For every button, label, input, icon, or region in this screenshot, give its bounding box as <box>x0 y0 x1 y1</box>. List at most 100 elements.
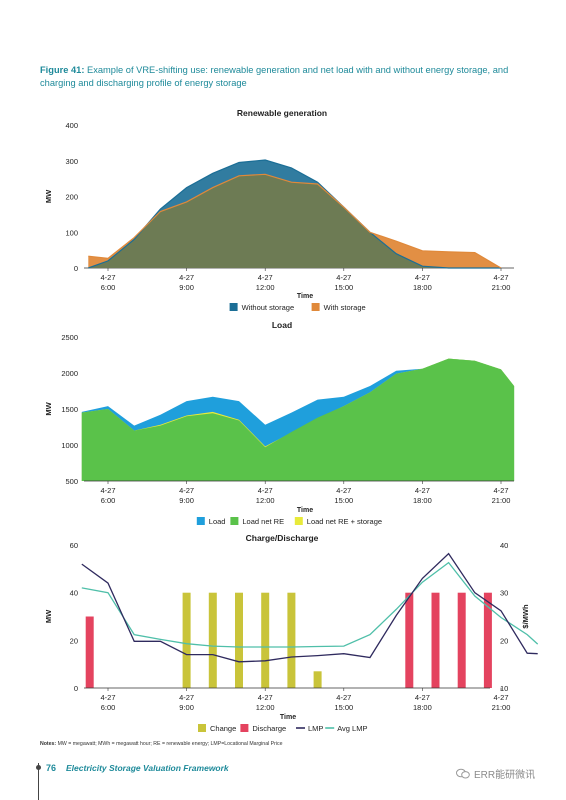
chart3-bar-change <box>235 592 243 688</box>
chart3-x-tick-label-time: 21:00 <box>492 703 511 712</box>
chart3-legend-swatch <box>240 724 249 732</box>
chart1-y-tick-label: 200 <box>65 193 78 202</box>
chart1-line-without-storage <box>88 159 501 269</box>
chart3-y2-tick-label: 30 <box>500 589 508 598</box>
chart3-bar-discharge <box>431 592 440 688</box>
chart1-x-tick-label-date: 4-27 <box>258 273 273 282</box>
footer-title: Electricity Storage Valuation Framework <box>66 763 229 773</box>
chart2-x-tick-label-time: 15:00 <box>334 496 353 505</box>
chart2-y-tick-label: 1500 <box>61 405 78 414</box>
chart1-x-tick-label-time: 18:00 <box>413 283 432 292</box>
chart3-bar-discharge <box>457 592 466 688</box>
chart2-y-tick-label: 1000 <box>61 441 78 450</box>
chart3-x-tick-label-time: 12:00 <box>256 703 275 712</box>
chart1-x-axis-label: Time <box>297 293 313 300</box>
chart3-legend-label: Change <box>210 724 236 733</box>
renewable-generation-chart: Renewable generation0100200300400MW4-276… <box>44 108 514 312</box>
chart2-x-tick-label-time: 6:00 <box>101 496 116 505</box>
chart1-y-tick-label: 400 <box>65 121 78 130</box>
chart2-y-axis-label: MW <box>44 401 53 415</box>
chart3-y-tick-label: 0 <box>74 684 78 693</box>
chart1-x-tick-label-time: 15:00 <box>334 283 353 292</box>
chart3-bar-change <box>287 592 296 688</box>
figure-caption-text: Example of VRE-shifting use: renewable g… <box>40 65 509 88</box>
chart3-y2-tick-label: 10 <box>500 684 508 693</box>
chart3-x-tick-label-time: 15:00 <box>334 703 353 712</box>
chart1-title: Renewable generation <box>237 108 327 118</box>
chart2-x-tick-label-time: 18:00 <box>413 496 432 505</box>
chart1-x-tick-label-time: 12:00 <box>256 283 275 292</box>
notes-label: Notes: <box>40 741 57 747</box>
chart1-x-tick-label-time: 9:00 <box>179 283 194 292</box>
chart1-x-tick-label-date: 4-27 <box>415 273 430 282</box>
chart1-legend-swatch <box>229 303 238 311</box>
chart1-x-tick-label-date: 4-27 <box>100 273 115 282</box>
watermark: ERR能研微讯 <box>456 766 535 781</box>
chart3-legend-label: Avg LMP <box>337 724 367 733</box>
chart2-legend-label: Load net RE <box>242 517 284 526</box>
chart3-x-tick-label-time: 6:00 <box>101 703 116 712</box>
chart3-bar-change <box>261 592 270 688</box>
chart1-x-tick-label-date: 4-27 <box>493 273 508 282</box>
footer-rule <box>38 763 39 800</box>
chart3-x-tick-label-date: 4-27 <box>336 693 351 702</box>
figure-label: Figure 41: <box>40 65 85 75</box>
chart3-y-tick-label: 40 <box>70 589 78 598</box>
chart3-line-lmp <box>81 552 538 663</box>
chart2-y-tick-label: 2500 <box>61 333 78 342</box>
chart3-line-avg-lmp <box>81 561 539 648</box>
chart3-y2-tick-label: 40 <box>500 541 508 550</box>
chart3-legend-swatch <box>198 724 206 732</box>
chart2-legend-swatch <box>230 517 239 525</box>
chart3-x-tick-label-date: 4-27 <box>493 693 508 702</box>
chart3-legend-label: LMP <box>308 724 323 733</box>
chart2-x-tick-label-date: 4-27 <box>415 486 430 495</box>
chart3-y2-tick-label: 20 <box>500 636 508 645</box>
chart2-x-tick-label-time: 12:00 <box>256 496 275 505</box>
chart1-y-tick-label: 0 <box>74 264 78 273</box>
chart3-y-tick-label: 60 <box>70 541 78 550</box>
chart2-legend-label: Load <box>209 517 226 526</box>
chart3-x-tick-label-date: 4-27 <box>415 693 430 702</box>
chart3-bar-change <box>313 671 322 688</box>
chart1-line-with-storage <box>88 173 502 269</box>
chart1-y-axis-label: MW <box>44 189 53 203</box>
chart3-legend-label: Discharge <box>252 724 286 733</box>
chart3-bar-discharge <box>483 592 492 688</box>
chart1-x-tick-label-date: 4-27 <box>336 273 351 282</box>
chart1-area-overlap <box>88 174 502 268</box>
chart3-y-tick-label: 20 <box>70 636 78 645</box>
chart2-x-axis-label: Time <box>297 507 313 514</box>
chart1-y-tick-label: 100 <box>65 228 78 237</box>
chart2-area-load-net-re <box>81 358 515 481</box>
chart3-x-axis-label: Time <box>280 714 296 721</box>
chart3-bar-discharge <box>85 616 94 688</box>
chart3-x-tick-label-date: 4-27 <box>100 693 115 702</box>
chart1-y-tick-label: 300 <box>65 157 78 166</box>
chart2-x-tick-label-date: 4-27 <box>336 486 351 495</box>
notes-text: MW = megawatt; MWh = megawatt hour; RE =… <box>57 741 283 747</box>
chart3-x-tick-label-time: 9:00 <box>179 703 194 712</box>
chart3-x-tick-label-date: 4-27 <box>179 693 194 702</box>
chart2-x-tick-label-time: 21:00 <box>492 496 511 505</box>
chart2-x-tick-label-date: 4-27 <box>100 486 115 495</box>
chart1-x-tick-label-date: 4-27 <box>179 273 194 282</box>
chart3-title: Charge/Discharge <box>246 533 319 543</box>
chart2-title: Load <box>272 320 292 330</box>
watermark-text: ERR能研微讯 <box>474 770 536 781</box>
load-chart: Load5001000150020002500MW4-276:004-279:0… <box>44 320 515 526</box>
chart3-bar-discharge <box>405 592 414 688</box>
chart2-x-tick-label-time: 9:00 <box>179 496 194 505</box>
chart1-legend-swatch <box>311 303 320 311</box>
chart2-legend-swatch <box>196 517 205 525</box>
chart2-x-tick-label-date: 4-27 <box>179 486 194 495</box>
chart2-legend-label: Load net RE + storage <box>307 517 382 526</box>
page-footer: 76 Electricity Storage Valuation Framewo… <box>36 763 558 800</box>
notes: Notes: MW = megawatt; MWh = megawatt hou… <box>40 741 540 747</box>
chart1-legend-label: Without storage <box>242 303 295 312</box>
chart1-legend-label: With storage <box>324 303 366 312</box>
chart2-y-tick-label: 500 <box>65 477 78 486</box>
charge-discharge-chart: Charge/Discharge 0 20 40 60 MW 10 20 30 40 $/MWh 4-… <box>44 533 539 733</box>
chart3-y-axis-label: MW <box>44 609 53 623</box>
